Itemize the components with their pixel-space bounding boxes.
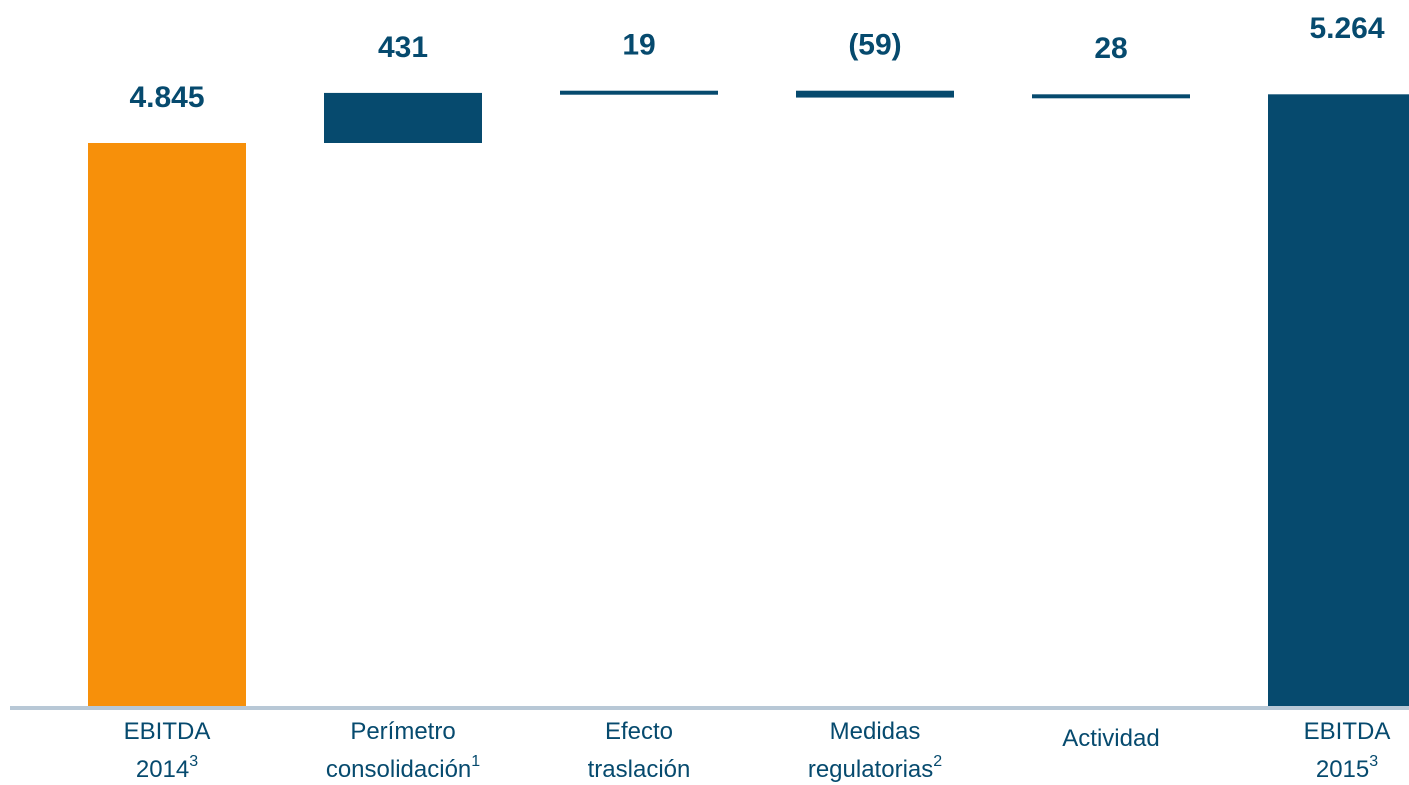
x-tick-label: EBITDA 20153	[1304, 718, 1391, 783]
label-line: Medidas	[830, 718, 921, 745]
label-line: EBITDA	[124, 718, 211, 745]
value-label: 19	[622, 29, 655, 62]
label-line: consolidación	[326, 756, 471, 783]
value-label: (59)	[848, 29, 901, 62]
footnote-mark: 3	[1369, 753, 1378, 770]
label-line: traslación	[588, 756, 691, 783]
x-tick-label: Perímetro consolidación1	[326, 718, 480, 783]
bar	[88, 143, 246, 706]
label-line: regulatorias	[808, 756, 933, 783]
footnote-mark: 1	[471, 753, 480, 770]
x-tick-label: Medidas regulatorias2	[808, 718, 942, 783]
label-line: Efecto	[605, 718, 673, 745]
x-tick-label: Actividad	[1062, 725, 1159, 752]
bar	[796, 90, 954, 98]
bar	[324, 92, 482, 143]
value-label: 4.845	[129, 81, 204, 114]
label-line: Perímetro	[350, 718, 455, 745]
x-tick-label: Efecto traslación	[588, 718, 691, 783]
bar	[560, 90, 718, 95]
label-line: 2014	[136, 756, 189, 783]
label-line: Actividad	[1062, 725, 1159, 752]
bar	[1268, 94, 1409, 706]
value-label: 431	[378, 31, 428, 64]
value-label: 28	[1094, 32, 1127, 65]
label-line: EBITDA	[1304, 718, 1391, 745]
label-line: 2015	[1316, 756, 1369, 783]
value-label: 5.264	[1309, 12, 1384, 45]
footnote-mark: 2	[933, 753, 942, 770]
bar	[1032, 94, 1190, 99]
footnote-mark: 3	[189, 753, 198, 770]
x-tick-label: EBITDA 20143	[124, 718, 211, 783]
